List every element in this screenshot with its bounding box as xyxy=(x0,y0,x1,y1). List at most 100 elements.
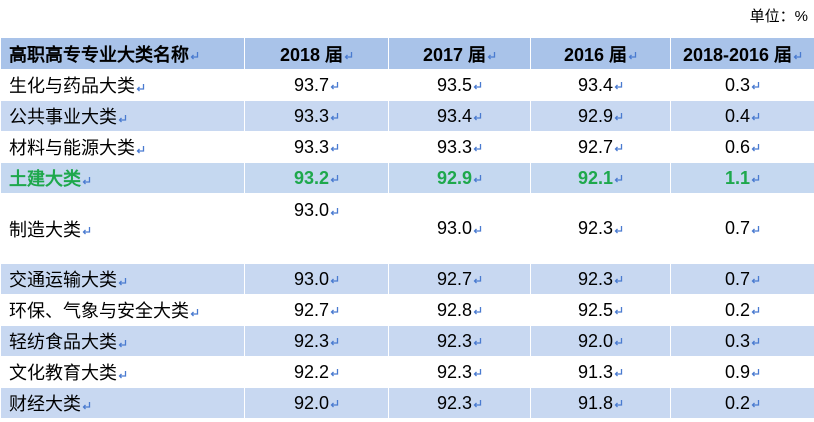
return-mark xyxy=(751,82,760,90)
value-cell: 0.4 xyxy=(670,100,814,132)
value-text: 92.0 xyxy=(577,330,614,351)
return-mark xyxy=(751,400,760,408)
value-text: 0.7 xyxy=(724,218,751,238)
header-text: 高职高专专业大类名称 xyxy=(9,44,189,65)
value-text: 92.8 xyxy=(436,299,473,320)
return-mark xyxy=(330,400,339,408)
value-text: 0.3 xyxy=(724,330,751,351)
table-row: 生化与药品大类 93.7 93.5 93.4 0.3 xyxy=(0,69,814,101)
value-cell: 93.3 xyxy=(244,100,389,132)
category-cell: 制造大类 xyxy=(0,193,245,264)
return-mark xyxy=(614,400,623,408)
value-cell: 0.9 xyxy=(670,356,814,388)
table-row: 公共事业大类 93.3 93.4 92.9 0.4 xyxy=(0,100,814,132)
value-text: 0.4 xyxy=(724,105,751,126)
value-text: 92.9 xyxy=(436,167,473,188)
return-mark xyxy=(136,145,145,154)
category-text: 文化教育大类 xyxy=(9,363,117,383)
value-text: 93.3 xyxy=(436,136,473,157)
value-text: 92.7 xyxy=(436,268,473,289)
value-text: 93.2 xyxy=(293,167,330,188)
return-mark xyxy=(82,176,91,185)
value-text: 93.0 xyxy=(293,200,330,220)
value-cell: 91.3 xyxy=(530,356,671,388)
value-text: 92.7 xyxy=(293,299,330,320)
table-row: 土建大类 93.2 92.9 92.1 1.1 xyxy=(0,162,814,194)
return-mark xyxy=(614,144,623,152)
header-row: 高职高专专业大类名称 2018 届 2017 届 2016 届 2018-2016 届 xyxy=(0,37,814,70)
value-text: 92.3 xyxy=(436,392,473,413)
value-cell: 0.2 xyxy=(670,387,814,419)
return-mark xyxy=(614,113,623,121)
value-text: 1.1 xyxy=(724,167,751,188)
return-mark xyxy=(330,82,339,90)
return-mark xyxy=(751,276,760,284)
value-cell: 93.0 xyxy=(244,263,389,295)
return-mark xyxy=(751,113,760,121)
return-mark xyxy=(473,400,482,408)
return-mark xyxy=(473,338,482,346)
return-mark xyxy=(330,338,339,346)
value-text: 0.7 xyxy=(724,268,751,289)
value-text: 92.5 xyxy=(577,299,614,320)
value-cell: 92.0 xyxy=(244,387,389,419)
return-mark xyxy=(614,307,623,315)
value-cell: 0.7 xyxy=(670,193,814,264)
return-mark xyxy=(628,52,637,60)
value-cell: 1.1 xyxy=(670,162,814,194)
return-mark xyxy=(751,175,760,183)
header-text: 2016 届 xyxy=(563,44,628,65)
return-mark xyxy=(473,113,482,121)
return-mark xyxy=(330,207,339,216)
value-text: 93.7 xyxy=(293,74,330,95)
value-cell: 92.9 xyxy=(388,162,531,194)
value-cell: 93.3 xyxy=(388,131,531,163)
value-text: 93.5 xyxy=(436,74,473,95)
return-mark xyxy=(473,225,482,234)
table-row: 文化教育大类 92.2 92.3 91.3 0.9 xyxy=(0,356,814,388)
value-cell: 93.5 xyxy=(388,69,531,101)
category-text: 财经大类 xyxy=(9,394,81,414)
return-mark xyxy=(751,307,760,315)
return-mark xyxy=(344,52,353,60)
value-text: 92.3 xyxy=(436,361,473,382)
return-mark xyxy=(473,144,482,152)
value-cell: 0.3 xyxy=(670,69,814,101)
header-cell: 2017 届 xyxy=(388,37,531,70)
value-cell: 0.3 xyxy=(670,325,814,357)
table-row: 财经大类 92.0 92.3 91.8 0.2 xyxy=(0,387,814,419)
value-text: 0.2 xyxy=(724,299,751,320)
value-cell: 93.4 xyxy=(388,100,531,132)
category-text: 材料与能源大类 xyxy=(9,138,135,158)
category-cell: 土建大类 xyxy=(0,162,245,194)
return-mark xyxy=(473,82,482,90)
value-cell: 0.2 xyxy=(670,294,814,326)
header-cell: 2016 届 xyxy=(530,37,671,70)
value-cell: 92.0 xyxy=(530,325,671,357)
value-text: 93.3 xyxy=(293,105,330,126)
category-text: 交通运输大类 xyxy=(9,270,117,290)
value-cell: 92.3 xyxy=(388,325,531,357)
header-text: 2017 届 xyxy=(422,44,487,65)
table-row: 材料与能源大类 93.3 93.3 92.7 0.6 xyxy=(0,131,814,163)
value-text: 91.3 xyxy=(577,361,614,382)
return-mark xyxy=(330,175,339,183)
return-mark xyxy=(751,144,760,152)
return-mark xyxy=(118,114,127,123)
data-table: 高职高专专业大类名称 2018 届 2017 届 2016 届 2018-2016 届 … xyxy=(0,37,814,419)
category-text: 制造大类 xyxy=(9,219,81,240)
value-cell: 92.8 xyxy=(388,294,531,326)
value-cell: 92.9 xyxy=(530,100,671,132)
table-body: 生化与药品大类 93.7 93.5 93.4 0.3 公共事业大类 93.3 93.4 92.9… xyxy=(0,69,814,419)
category-cell: 材料与能源大类 xyxy=(0,131,245,163)
value-text: 91.8 xyxy=(577,392,614,413)
return-mark xyxy=(118,339,127,348)
category-cell: 生化与药品大类 xyxy=(0,69,245,101)
return-mark xyxy=(487,52,496,60)
value-cell: 92.7 xyxy=(244,294,389,326)
return-mark xyxy=(330,144,339,152)
return-mark xyxy=(793,52,802,60)
value-text: 93.0 xyxy=(293,268,330,289)
return-mark xyxy=(190,52,199,60)
